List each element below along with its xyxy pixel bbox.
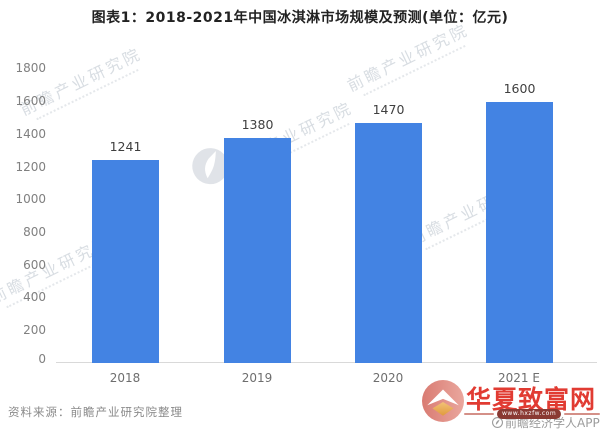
y-axis-tick: 1600 — [15, 94, 46, 108]
bar-value-label: 1470 — [372, 102, 405, 117]
x-axis-tick: 2021 E — [498, 371, 540, 385]
watermark-text: 前瞻产业研究院 — [15, 40, 147, 124]
bar-group-2021e: 1600 — [486, 82, 553, 363]
bar-2021e — [486, 102, 553, 363]
x-axis-line — [56, 362, 597, 363]
x-axis-tick: 2020 — [372, 371, 404, 385]
bar-2020 — [355, 123, 422, 363]
bar-2019 — [224, 138, 291, 363]
watermark-subtext-dots — [36, 68, 139, 121]
source-note: 资料来源：前瞻产业研究院整理 — [8, 405, 183, 419]
y-axis-tick: 0 — [38, 352, 46, 366]
y-axis-tick: 1200 — [15, 160, 46, 174]
divider-line — [564, 413, 600, 415]
app-watermark-label: 前瞻经济学人APP — [505, 416, 600, 430]
site-url-pill: www.hxzfw.com — [497, 409, 562, 419]
bar-group-2018: 1241 — [92, 140, 159, 363]
x-axis-tick: 2019 — [241, 371, 273, 385]
chart-title: 图表1：2018-2021年中国冰淇淋市场规模及预测(单位：亿元) — [91, 10, 509, 26]
bar-group-2020: 1470 — [355, 103, 422, 363]
bar-2018 — [92, 160, 159, 363]
y-axis-tick: 200 — [23, 323, 46, 337]
x-axis-tick: 2018 — [109, 371, 141, 385]
y-axis-tick: 800 — [23, 225, 46, 239]
y-axis-tick: 1000 — [15, 192, 46, 206]
y-axis-tick: 1400 — [15, 127, 46, 141]
bar-group-2019: 1380 — [224, 118, 291, 363]
divider-line — [464, 413, 494, 415]
y-axis-tick: 600 — [23, 258, 46, 272]
bar-value-label: 1241 — [109, 139, 142, 154]
bar-value-label: 1600 — [503, 81, 536, 96]
watermark-subtext-dots — [363, 44, 466, 97]
watermark-brand-label: 前瞻产业研究院 — [344, 19, 473, 96]
site-url-row: www.hxzfw.com — [464, 409, 600, 419]
watermark-text: 前瞻产业研究院 — [342, 16, 474, 100]
y-axis-tick: 1800 — [15, 61, 46, 75]
y-axis-tick: 400 — [23, 290, 46, 304]
site-logo-icon — [422, 380, 464, 422]
bar-value-label: 1380 — [241, 117, 274, 132]
